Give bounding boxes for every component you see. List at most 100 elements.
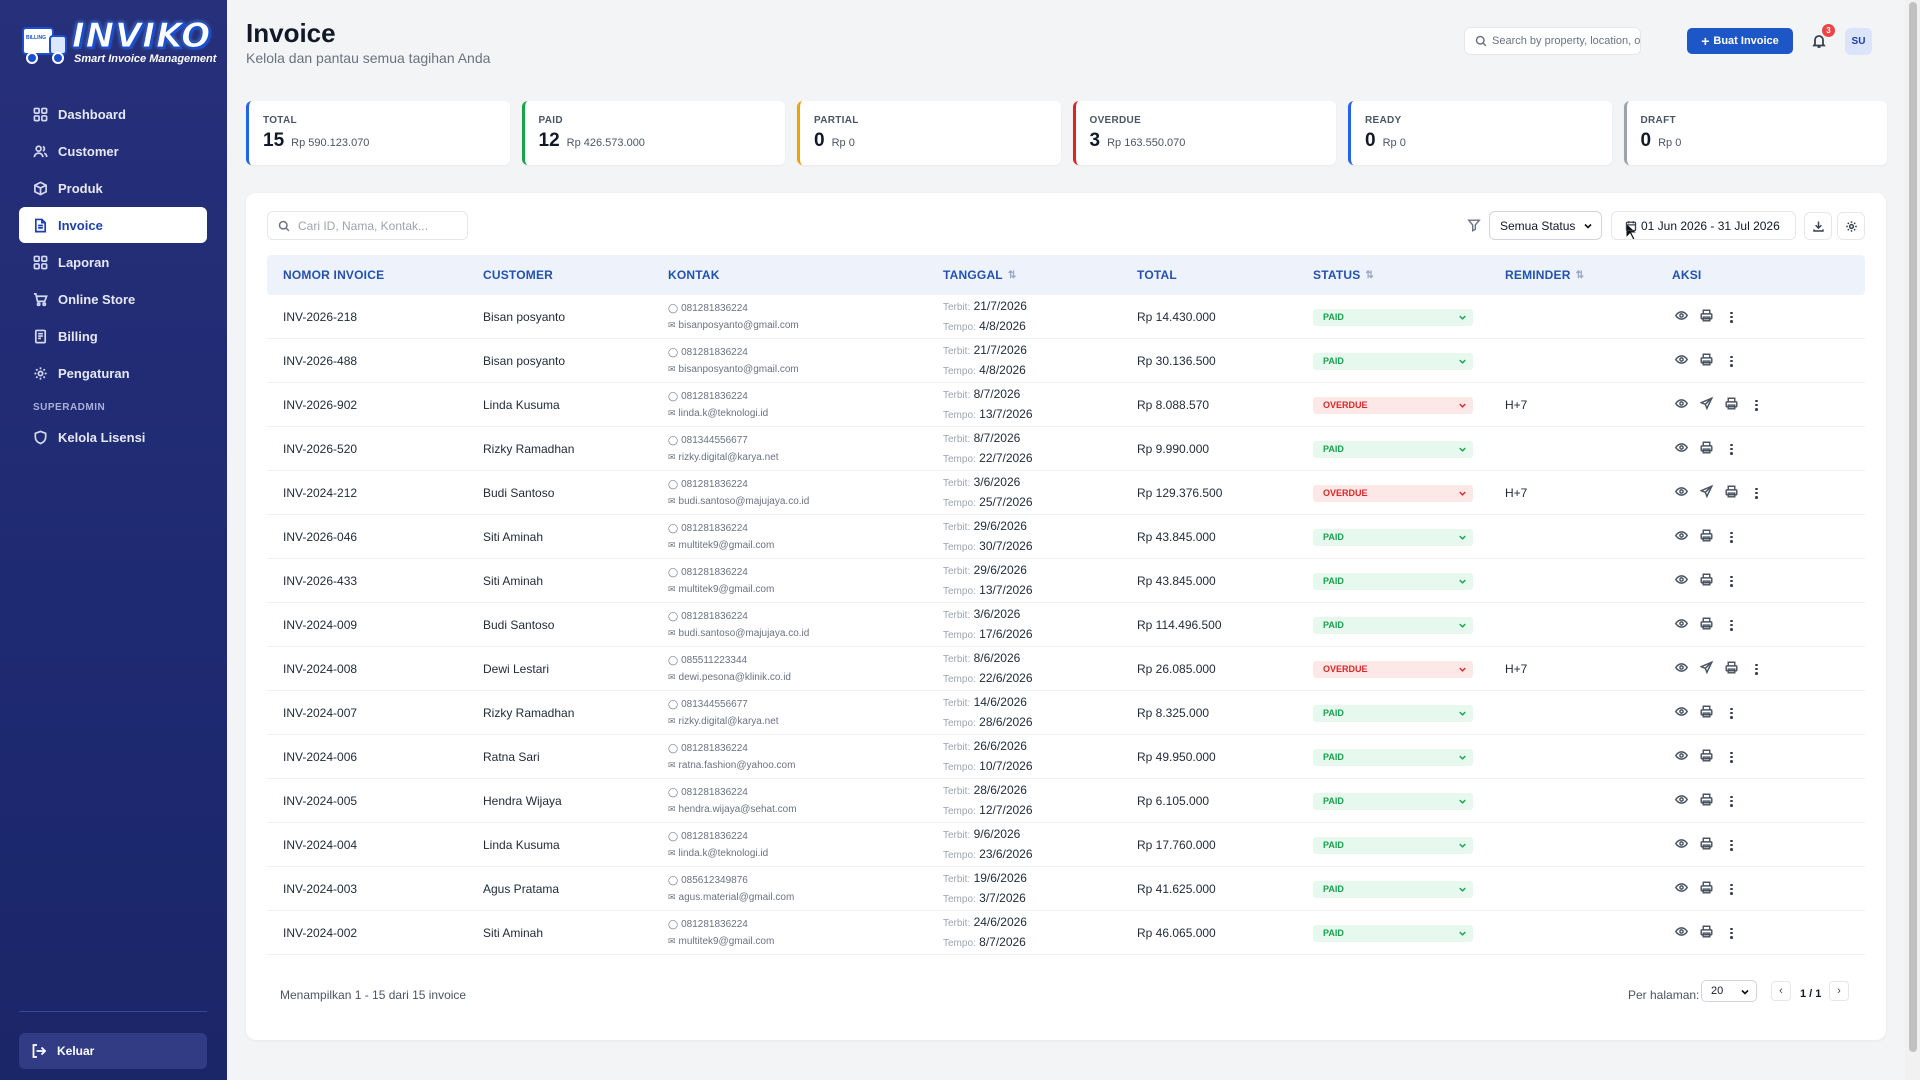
table-row[interactable]: INV-2024-004 Linda Kusuma ◯ 081281836224 ✉ li… <box>267 823 1865 867</box>
per-page-select[interactable]: 20 <box>1701 980 1757 1002</box>
more-actions-button[interactable] <box>1725 355 1738 368</box>
view-button[interactable] <box>1674 793 1689 809</box>
app-logo[interactable]: BILLING INVIKO Smart Invoice Management <box>20 16 216 72</box>
more-actions-button[interactable] <box>1725 575 1738 588</box>
page-scrollbar[interactable] <box>1905 0 1920 1080</box>
status-select[interactable]: PAID <box>1313 308 1473 326</box>
status-select[interactable]: PAID <box>1313 880 1473 898</box>
more-actions-button[interactable] <box>1725 619 1738 632</box>
table-row[interactable]: INV-2024-006 Ratna Sari ◯ 081281836224 ✉ ratn… <box>267 735 1865 779</box>
column-header-reminder[interactable]: REMINDER ⇅ <box>1505 255 1584 295</box>
more-actions-button[interactable] <box>1725 927 1738 940</box>
view-button[interactable] <box>1674 529 1689 545</box>
notification-button[interactable] <box>1806 28 1832 54</box>
print-button[interactable] <box>1700 837 1713 853</box>
invoice-number[interactable]: INV-2026-520 <box>283 442 358 456</box>
sidebar-item-produk[interactable]: Produk <box>19 170 207 206</box>
table-row[interactable]: INV-2024-008 Dewi Lestari ◯ 085511223344 ✉ de… <box>267 647 1865 691</box>
status-select[interactable]: PAID <box>1313 924 1473 942</box>
sidebar-item-dashboard[interactable]: Dashboard <box>19 96 207 132</box>
view-button[interactable] <box>1674 617 1689 633</box>
invoice-number[interactable]: INV-2024-003 <box>283 882 358 896</box>
print-button[interactable] <box>1700 881 1713 897</box>
invoice-number[interactable]: INV-2024-212 <box>283 486 358 500</box>
next-page-button[interactable]: › <box>1829 981 1849 1001</box>
create-invoice-button[interactable]: + Buat Invoice <box>1687 28 1793 54</box>
view-button[interactable] <box>1674 925 1689 941</box>
column-header-kontak[interactable]: KONTAK <box>668 255 720 295</box>
sidebar-item-invoice[interactable]: Invoice <box>19 207 207 243</box>
invoice-number[interactable]: INV-2024-004 <box>283 838 358 852</box>
sidebar-item-billing[interactable]: Billing <box>19 318 207 354</box>
print-button[interactable] <box>1700 617 1713 633</box>
invoice-number[interactable]: INV-2024-008 <box>283 662 358 676</box>
print-button[interactable] <box>1700 793 1713 809</box>
view-button[interactable] <box>1674 485 1689 501</box>
stat-card-draft[interactable]: DRAFT 0 Rp 0 <box>1623 101 1887 165</box>
sidebar-item-laporan[interactable]: Laporan <box>19 244 207 280</box>
invoice-number[interactable]: INV-2026-488 <box>283 354 358 368</box>
column-header-status[interactable]: STATUS ⇅ <box>1313 255 1374 295</box>
print-button[interactable] <box>1700 529 1713 545</box>
invoice-number[interactable]: INV-2024-005 <box>283 794 358 808</box>
status-filter-select[interactable]: Semua Status <box>1489 211 1602 240</box>
global-search-input[interactable]: Search by property, location, or client <box>1464 27 1641 55</box>
date-range-picker[interactable]: 01 Jun 2026 - 31 Jul 2026 <box>1611 211 1796 240</box>
more-actions-button[interactable] <box>1750 487 1763 500</box>
view-button[interactable] <box>1674 441 1689 457</box>
more-actions-button[interactable] <box>1725 531 1738 544</box>
print-button[interactable] <box>1700 309 1713 325</box>
stat-card-partial[interactable]: PARTIAL 0 Rp 0 <box>797 101 1061 165</box>
status-select[interactable]: OVERDUE <box>1313 660 1473 678</box>
status-select[interactable]: PAID <box>1313 836 1473 854</box>
view-button[interactable] <box>1674 573 1689 589</box>
table-row[interactable]: INV-2026-433 Siti Aminah ◯ 081281836224 ✉ mul… <box>267 559 1865 603</box>
user-avatar[interactable]: SU <box>1845 28 1872 55</box>
more-actions-button[interactable] <box>1725 443 1738 456</box>
status-select[interactable]: PAID <box>1313 792 1473 810</box>
more-actions-button[interactable] <box>1725 707 1738 720</box>
view-button[interactable] <box>1674 353 1689 369</box>
print-button[interactable] <box>1725 661 1738 677</box>
table-row[interactable]: INV-2026-046 Siti Aminah ◯ 081281836224 ✉ mul… <box>267 515 1865 559</box>
print-button[interactable] <box>1700 441 1713 457</box>
table-row[interactable]: INV-2026-902 Linda Kusuma ◯ 081281836224 ✉ li… <box>267 383 1865 427</box>
status-select[interactable]: OVERDUE <box>1313 484 1473 502</box>
table-row[interactable]: INV-2024-212 Budi Santoso ◯ 081281836224 ✉ bu… <box>267 471 1865 515</box>
column-header-customer[interactable]: CUSTOMER <box>483 255 553 295</box>
column-header-tanggal[interactable]: TANGGAL ⇅ <box>943 255 1016 295</box>
print-button[interactable] <box>1700 573 1713 589</box>
status-select[interactable]: PAID <box>1313 616 1473 634</box>
send-reminder-button[interactable] <box>1699 484 1714 501</box>
status-select[interactable]: OVERDUE <box>1313 396 1473 414</box>
print-button[interactable] <box>1700 925 1713 941</box>
view-button[interactable] <box>1674 705 1689 721</box>
table-row[interactable]: INV-2026-488 Bisan posyanto ◯ 081281836224 ✉… <box>267 339 1865 383</box>
table-row[interactable]: INV-2026-520 Rizky Ramadhan ◯ 081344556677 ✉… <box>267 427 1865 471</box>
stat-card-overdue[interactable]: OVERDUE 3 Rp 163.550.070 <box>1072 101 1336 165</box>
logout-button[interactable]: Keluar <box>19 1033 207 1069</box>
table-row[interactable]: INV-2024-002 Siti Aminah ◯ 081281836224 ✉ mul… <box>267 911 1865 955</box>
status-select[interactable]: PAID <box>1313 352 1473 370</box>
view-button[interactable] <box>1674 397 1689 413</box>
more-actions-button[interactable] <box>1725 311 1738 324</box>
table-settings-button[interactable] <box>1837 212 1865 240</box>
invoice-number[interactable]: INV-2026-218 <box>283 310 358 324</box>
sidebar-item-pengaturan[interactable]: Pengaturan <box>19 355 207 391</box>
send-reminder-button[interactable] <box>1699 396 1714 413</box>
more-actions-button[interactable] <box>1725 795 1738 808</box>
sidebar-item-online-store[interactable]: Online Store <box>19 281 207 317</box>
send-reminder-button[interactable] <box>1699 660 1714 677</box>
stat-card-paid[interactable]: PAID 12 Rp 426.573.000 <box>521 101 785 165</box>
table-row[interactable]: INV-2024-007 Rizky Ramadhan ◯ 081344556677 ✉… <box>267 691 1865 735</box>
view-button[interactable] <box>1674 749 1689 765</box>
more-actions-button[interactable] <box>1750 663 1763 676</box>
invoice-search-input[interactable]: Cari ID, Nama, Kontak... <box>267 211 468 240</box>
print-button[interactable] <box>1725 397 1738 413</box>
export-button[interactable] <box>1804 212 1832 240</box>
status-select[interactable]: PAID <box>1313 748 1473 766</box>
stat-card-total[interactable]: TOTAL 15 Rp 590.123.070 <box>246 101 510 165</box>
sidebar-item-kelola-lisensi[interactable]: Kelola Lisensi <box>19 419 207 455</box>
table-row[interactable]: INV-2024-005 Hendra Wijaya ◯ 081281836224 ✉ h… <box>267 779 1865 823</box>
more-actions-button[interactable] <box>1725 751 1738 764</box>
